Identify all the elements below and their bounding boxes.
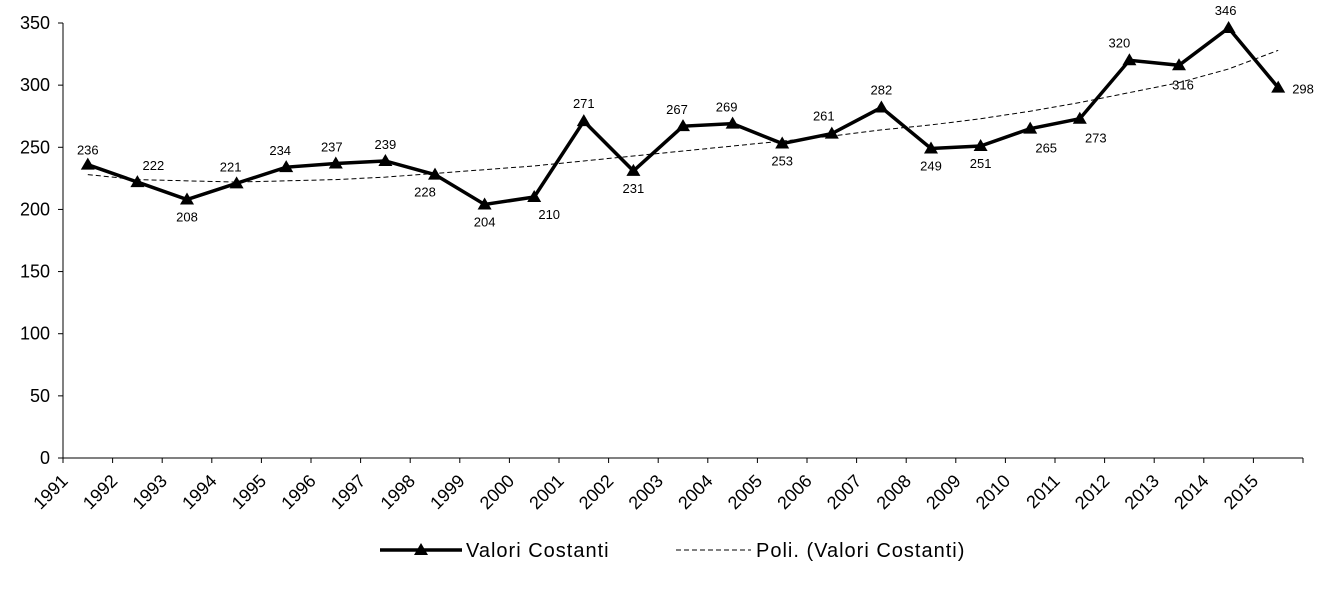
data-labels: 236 222 208 221 234 237 239 228 204 210 271 231 267 2…	[77, 3, 1314, 229]
x-tick-label: 1992	[79, 471, 121, 513]
data-point-marker	[626, 163, 641, 176]
data-label: 221	[220, 159, 242, 174]
x-tick-label: 2003	[625, 471, 667, 513]
y-tick-labels: 0 50 100 150 200 250 300 350	[20, 13, 50, 468]
y-tick-label: 250	[20, 137, 50, 157]
data-label: 231	[623, 181, 645, 196]
x-tick-label: 1996	[277, 471, 319, 513]
data-point-marker	[229, 176, 244, 189]
legend: Valori Costanti Poli. (Valori Costanti)	[380, 540, 965, 562]
y-tick-label: 350	[20, 13, 50, 33]
x-tick-label: 2014	[1170, 471, 1212, 513]
data-label: 265	[1035, 141, 1057, 156]
x-tick-label: 1993	[129, 471, 171, 513]
y-tick-label: 150	[20, 262, 50, 282]
data-label: 228	[414, 185, 436, 200]
data-label: 222	[143, 158, 165, 173]
data-label: 234	[269, 143, 291, 158]
data-point-marker	[973, 139, 988, 152]
data-point-marker	[924, 141, 938, 154]
x-tick-label: 2002	[575, 471, 617, 513]
x-tick-label: 1998	[377, 471, 419, 513]
data-point-marker	[1271, 80, 1286, 93]
data-point-marker	[775, 136, 790, 149]
data-point-marker	[428, 167, 442, 180]
data-point-marker	[676, 119, 690, 132]
data-label: 346	[1215, 3, 1237, 18]
data-label: 251	[970, 156, 992, 171]
data-label: 298	[1292, 82, 1314, 97]
x-tick-label: 1991	[29, 471, 71, 513]
data-label: 204	[474, 214, 496, 229]
data-point-marker	[80, 157, 95, 170]
data-point-marker	[1072, 111, 1087, 124]
x-tick-label: 2001	[525, 471, 567, 513]
x-tick-label: 1997	[327, 471, 369, 513]
data-label: 208	[176, 209, 198, 224]
x-tick-labels: 1991 1992 1993 1994 1995 1996 1997 1998 1999 2000…	[29, 471, 1262, 513]
x-tick-label: 2012	[1071, 471, 1113, 513]
data-label: 237	[321, 139, 343, 154]
data-point-marker	[1122, 53, 1137, 66]
data-point-marker	[180, 192, 194, 205]
y-tick-label: 100	[20, 324, 50, 344]
y-tick-label: 300	[20, 75, 50, 95]
data-point-marker	[576, 114, 591, 127]
x-tick-label: 2009	[922, 471, 964, 513]
x-tick-label: 2011	[1022, 471, 1064, 513]
data-label: 261	[813, 109, 835, 124]
data-point-marker	[279, 160, 294, 173]
axes	[58, 22, 1304, 463]
x-tick-label: 1995	[228, 471, 270, 513]
trendline	[87, 49, 1279, 183]
data-point-marker	[477, 197, 492, 210]
x-tick-label: 1999	[426, 471, 468, 513]
data-label: 271	[573, 96, 595, 111]
x-tick-label: 2008	[873, 471, 915, 513]
trendline-series	[87, 49, 1279, 183]
y-tick-label: 0	[40, 448, 50, 468]
data-label: 267	[666, 102, 688, 117]
y-tick-label: 200	[20, 199, 50, 219]
x-tick-label: 2005	[724, 471, 766, 513]
x-tick-label: 2013	[1121, 471, 1163, 513]
data-label: 239	[375, 137, 397, 152]
data-point-marker	[328, 156, 343, 169]
data-label: 269	[716, 100, 738, 115]
data-point-marker	[1023, 121, 1038, 134]
x-tick-label: 2010	[972, 471, 1014, 513]
x-tick-label: 2000	[476, 471, 518, 513]
data-point-marker	[725, 116, 740, 129]
x-tick-label: 2015	[1220, 471, 1262, 513]
data-label: 253	[771, 154, 793, 169]
data-label: 249	[920, 159, 942, 174]
data-point-marker	[874, 100, 889, 113]
legend-series-marker	[414, 543, 428, 555]
x-tick-label: 2007	[823, 471, 865, 513]
data-point-marker	[130, 175, 145, 188]
data-point-marker	[1172, 58, 1186, 71]
x-tick-label: 1994	[178, 471, 220, 513]
data-point-marker	[824, 126, 839, 139]
legend-trendline-label: Poli. (Valori Costanti)	[756, 540, 965, 562]
data-label: 236	[77, 143, 99, 158]
x-tick-label: 2006	[773, 471, 815, 513]
main-series	[80, 20, 1286, 210]
y-tick-label: 50	[30, 386, 50, 406]
data-point-marker	[527, 190, 542, 202]
data-label: 273	[1085, 131, 1107, 146]
data-label: 320	[1109, 35, 1131, 50]
x-tick-label: 2004	[674, 471, 716, 513]
data-point-marker	[378, 153, 393, 166]
legend-series-label: Valori Costanti	[466, 540, 610, 562]
data-label: 210	[538, 207, 560, 222]
data-point-marker	[1221, 20, 1236, 33]
data-label: 316	[1172, 77, 1194, 92]
data-label: 282	[871, 83, 893, 98]
